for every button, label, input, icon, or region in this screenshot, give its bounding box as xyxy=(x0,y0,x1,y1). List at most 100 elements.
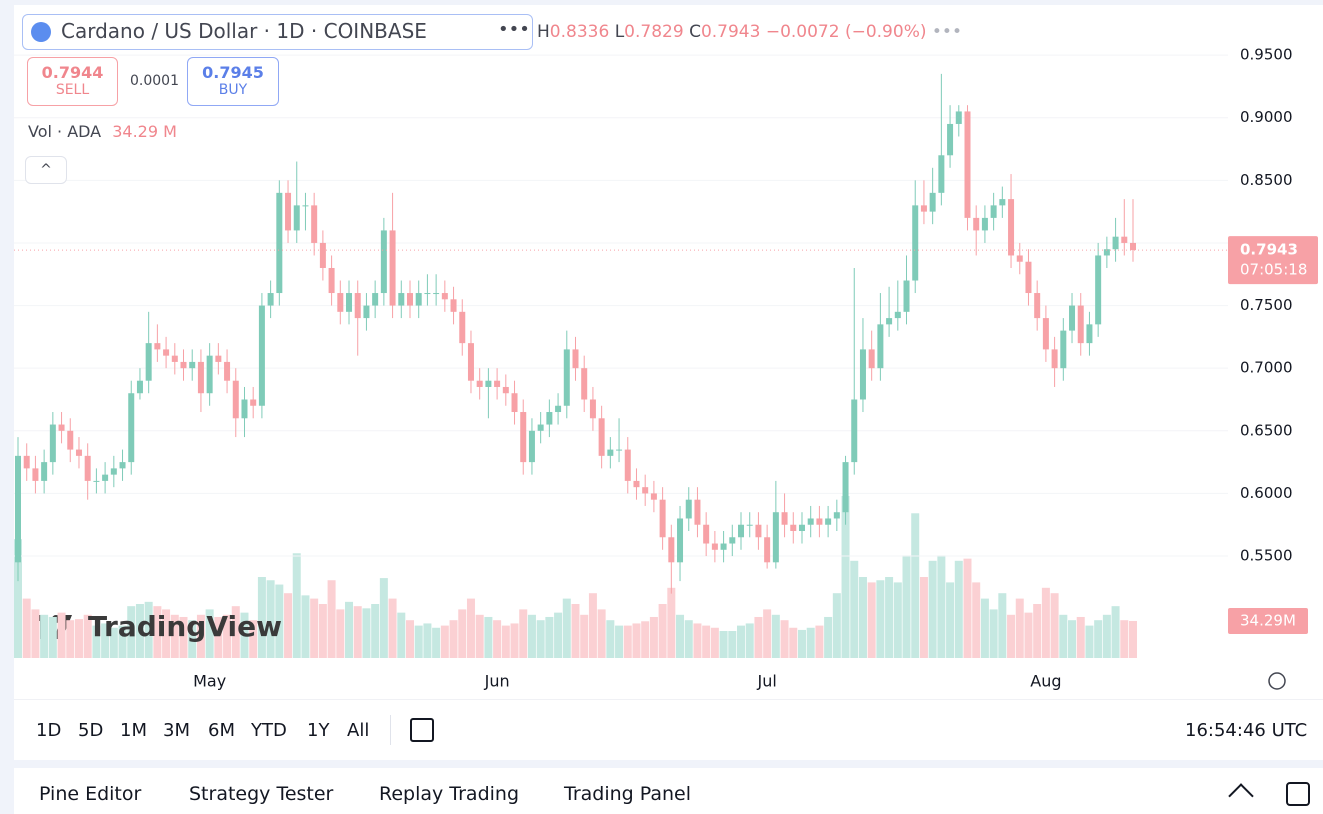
candle-body xyxy=(868,349,875,369)
candle-body xyxy=(1034,293,1041,319)
candle-body xyxy=(319,242,326,268)
candle-body xyxy=(755,524,762,538)
volume-bar xyxy=(832,593,841,658)
candle-body xyxy=(825,518,832,525)
range-button[interactable]: 1M xyxy=(120,720,147,741)
ohlc-key: L xyxy=(614,22,625,42)
candle-body xyxy=(276,192,283,294)
volume-bar xyxy=(423,623,432,658)
symbol-title: Cardano / US Dollar · 1D · COINBASE xyxy=(61,19,427,43)
settings-icon[interactable] xyxy=(1268,672,1286,690)
volume-bar xyxy=(867,582,876,658)
candle-body xyxy=(354,293,361,319)
x-tick-label: Aug xyxy=(1030,672,1061,691)
candle-body xyxy=(163,349,170,356)
candle-body xyxy=(415,293,422,306)
range-button[interactable]: 1Y xyxy=(307,720,330,741)
clock[interactable]: 16:54:46 UTC xyxy=(1185,720,1308,741)
volume-bar xyxy=(101,623,110,658)
candle-body xyxy=(616,449,623,451)
range-button[interactable]: 6M xyxy=(208,720,235,741)
candle-body xyxy=(511,393,518,413)
candle-body xyxy=(32,468,39,481)
volume-bar xyxy=(153,606,162,658)
candle-body xyxy=(232,380,239,419)
candle-body xyxy=(267,293,274,306)
bottom-panel xyxy=(14,768,1323,814)
volume-bar xyxy=(745,623,754,658)
volume-bar xyxy=(205,609,214,658)
bottom-tab[interactable]: Strategy Tester xyxy=(189,783,334,805)
volume-bar xyxy=(135,604,144,658)
volume-bar xyxy=(66,620,75,658)
bottom-tab[interactable]: Replay Trading xyxy=(379,783,520,805)
bottom-tab[interactable]: Pine Editor xyxy=(39,783,142,805)
candle-body xyxy=(633,480,640,488)
volume-bar xyxy=(972,582,981,658)
candle-body xyxy=(180,361,187,369)
volume-bar xyxy=(754,616,763,658)
volume-bar xyxy=(858,577,867,658)
candle-body xyxy=(842,462,849,513)
candle-body xyxy=(1077,305,1084,344)
candle-body xyxy=(171,355,178,362)
volume-bar xyxy=(815,625,824,658)
volume-bar xyxy=(188,620,197,658)
volume-bar xyxy=(388,598,397,658)
candle-body xyxy=(441,293,448,300)
more-icon[interactable]: ••• xyxy=(931,22,962,42)
volume-bar xyxy=(14,539,22,658)
candle-body xyxy=(764,537,771,563)
candle-body xyxy=(589,399,596,419)
volume-bar xyxy=(231,606,240,658)
volume-bar xyxy=(275,584,284,658)
candle-body xyxy=(494,380,501,387)
volume-bar xyxy=(980,598,989,658)
more-icon[interactable]: ••• xyxy=(498,19,530,40)
collapse-button[interactable]: ^ xyxy=(25,156,67,184)
volume-bar xyxy=(684,620,693,658)
candle-body xyxy=(110,468,117,475)
candle-body xyxy=(75,449,82,456)
range-button[interactable]: 5D xyxy=(78,720,104,741)
x-tick-label: Jul xyxy=(756,672,776,691)
candle-body xyxy=(1042,318,1049,350)
volume-bar xyxy=(379,578,388,658)
buy-button[interactable]: 0.7945 BUY xyxy=(187,57,279,106)
range-button[interactable]: YTD xyxy=(251,720,287,741)
range-button[interactable]: 3M xyxy=(163,720,190,741)
date-range-icon[interactable] xyxy=(410,718,434,742)
candle-body xyxy=(738,524,745,538)
candle-body xyxy=(1008,199,1015,256)
volume-bar xyxy=(937,555,946,658)
last-price-badge xyxy=(1228,236,1318,285)
volume-bar xyxy=(1102,614,1111,658)
range-button[interactable]: All xyxy=(347,720,370,741)
sell-button[interactable]: 0.7944 SELL xyxy=(27,57,118,106)
candle-body xyxy=(703,524,710,544)
bottom-tab[interactable]: Trading Panel xyxy=(564,783,692,805)
candle-body xyxy=(1051,349,1058,369)
volume-bar xyxy=(902,555,911,658)
volume-bar xyxy=(911,513,920,658)
maximize-icon[interactable] xyxy=(1286,782,1310,806)
range-button[interactable]: 1D xyxy=(36,720,62,741)
volume-bar xyxy=(693,623,702,658)
candle-body xyxy=(659,499,666,538)
volume-bar xyxy=(850,560,859,658)
candle-body xyxy=(729,537,736,544)
volume-bar xyxy=(676,614,685,658)
last-price-label: 0.7943 xyxy=(1240,241,1298,259)
symbol-legend[interactable] xyxy=(22,14,533,50)
candle-body xyxy=(894,311,901,319)
candle-body xyxy=(999,199,1006,206)
volume-bar xyxy=(501,625,510,658)
volume-bar xyxy=(658,604,667,658)
candle-body xyxy=(790,524,797,531)
volume-bar xyxy=(353,606,362,658)
volume-bar xyxy=(92,625,101,658)
candle-body xyxy=(215,355,222,362)
candle-body xyxy=(650,493,657,500)
volume-bar xyxy=(74,619,83,658)
volume-bar xyxy=(841,496,850,658)
